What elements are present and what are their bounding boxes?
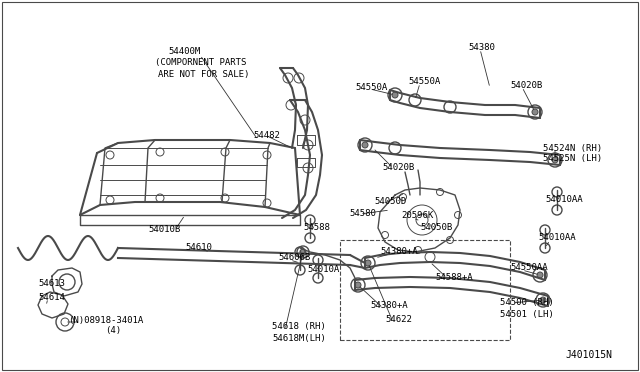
Text: 54550A: 54550A bbox=[355, 83, 387, 92]
Circle shape bbox=[552, 157, 558, 163]
Text: 54010AA: 54010AA bbox=[545, 196, 582, 205]
Circle shape bbox=[537, 272, 543, 278]
Circle shape bbox=[355, 282, 361, 288]
Text: J401015N: J401015N bbox=[565, 350, 612, 360]
Bar bbox=[340, 240, 510, 340]
Text: 54400M: 54400M bbox=[168, 48, 200, 57]
Text: 54618 (RH): 54618 (RH) bbox=[272, 321, 326, 330]
Text: 54606B: 54606B bbox=[278, 253, 310, 263]
Text: 54610: 54610 bbox=[185, 244, 212, 253]
Text: ARE NOT FOR SALE): ARE NOT FOR SALE) bbox=[158, 70, 250, 78]
Text: 54613: 54613 bbox=[38, 279, 65, 289]
Text: 54580: 54580 bbox=[349, 209, 376, 218]
Text: 54050B: 54050B bbox=[420, 224, 452, 232]
Text: 54010AA: 54010AA bbox=[538, 234, 575, 243]
Text: 54550AA: 54550AA bbox=[510, 263, 548, 273]
Text: 54380+A: 54380+A bbox=[380, 247, 418, 257]
Text: (4): (4) bbox=[105, 326, 121, 334]
Text: 20596K: 20596K bbox=[401, 212, 433, 221]
Text: 54550A: 54550A bbox=[408, 77, 440, 87]
Text: 54010A: 54010A bbox=[307, 266, 339, 275]
Text: 54614: 54614 bbox=[38, 294, 65, 302]
Text: (COMPORNENT PARTS: (COMPORNENT PARTS bbox=[155, 58, 246, 67]
Circle shape bbox=[300, 249, 306, 255]
Text: 54380: 54380 bbox=[468, 44, 495, 52]
Text: 54501 (LH): 54501 (LH) bbox=[500, 310, 554, 318]
Text: 54618M(LH): 54618M(LH) bbox=[272, 334, 326, 343]
Circle shape bbox=[532, 109, 538, 115]
Text: 54380+A: 54380+A bbox=[370, 301, 408, 311]
Text: 54020B: 54020B bbox=[510, 80, 542, 90]
Text: 54010B: 54010B bbox=[148, 225, 180, 234]
Text: 54050D: 54050D bbox=[374, 198, 406, 206]
Circle shape bbox=[365, 260, 371, 266]
Circle shape bbox=[540, 297, 546, 303]
Circle shape bbox=[392, 92, 398, 98]
Text: 54482: 54482 bbox=[253, 131, 280, 140]
Text: 54524N (RH): 54524N (RH) bbox=[543, 144, 602, 153]
Text: 54500 (RH): 54500 (RH) bbox=[500, 298, 554, 307]
Text: 54588: 54588 bbox=[303, 224, 330, 232]
Text: 54622: 54622 bbox=[385, 315, 412, 324]
Text: (N)08918-3401A: (N)08918-3401A bbox=[68, 315, 143, 324]
Text: 54020B: 54020B bbox=[382, 164, 414, 173]
Circle shape bbox=[362, 142, 368, 148]
Text: 54525N (LH): 54525N (LH) bbox=[543, 154, 602, 164]
Text: 54588+A: 54588+A bbox=[435, 273, 472, 282]
